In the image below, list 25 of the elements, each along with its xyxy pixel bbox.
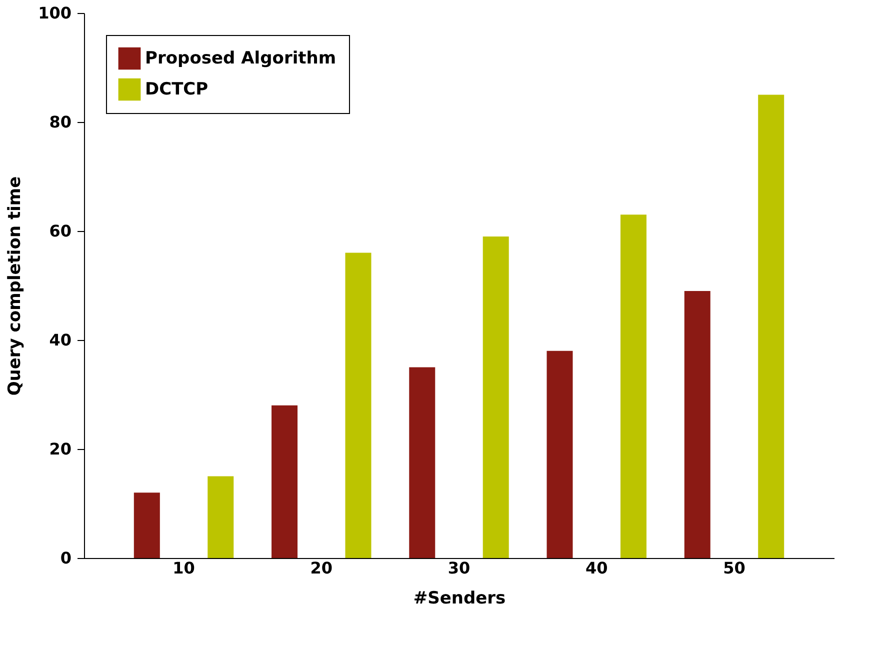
x-tick-label: 30 <box>448 558 470 578</box>
legend-label: DCTCP <box>145 80 208 100</box>
x-tick-label: 10 <box>172 558 195 578</box>
bar <box>684 290 710 558</box>
y-tick-label: 0 <box>60 548 72 568</box>
bar <box>758 94 784 558</box>
x-tick-label: 20 <box>310 558 333 578</box>
x-tick-label: 40 <box>585 558 608 578</box>
y-tick-label: 100 <box>38 4 72 22</box>
y-tick-label: 40 <box>49 330 72 350</box>
y-tick-label: 20 <box>49 440 72 458</box>
bar <box>409 367 436 558</box>
x-tick-label: 50 <box>723 558 746 578</box>
legend-label: Proposed Algorithm <box>145 48 336 68</box>
bar <box>482 236 509 558</box>
y-axis-title: Query completion time <box>5 176 26 396</box>
bar <box>272 405 298 558</box>
bar <box>208 476 234 558</box>
bar <box>546 350 573 558</box>
bar <box>620 214 646 558</box>
y-tick-label: 60 <box>49 222 72 240</box>
bar <box>345 252 372 558</box>
x-axis-title: #Senders <box>413 588 506 608</box>
bar <box>134 492 160 558</box>
y-tick-label: 80 <box>49 112 72 132</box>
